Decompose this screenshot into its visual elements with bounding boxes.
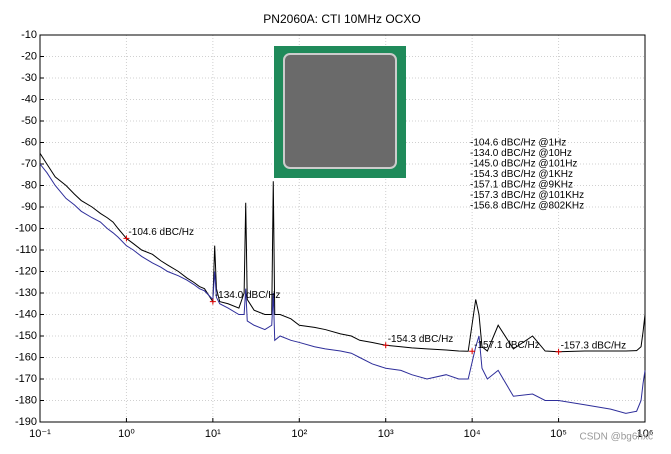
y-tick-label: -70 <box>21 158 37 170</box>
annotation: -154.3 dBC/Hz <box>388 334 454 345</box>
summary-line: -145.0 dBC/Hz @101Hz <box>470 159 577 170</box>
y-tick-label: -60 <box>21 136 37 148</box>
y-tick-label: -190 <box>15 416 37 428</box>
y-tick-label: -30 <box>21 72 37 84</box>
marker <box>469 348 476 355</box>
y-tick-label: -50 <box>21 115 37 127</box>
marker <box>382 342 389 349</box>
series-line <box>39 152 646 353</box>
annotation: -157.3 dBC/Hz <box>561 340 627 351</box>
y-tick-label: -160 <box>15 351 37 363</box>
y-tick-label: -130 <box>15 287 37 299</box>
y-tick-label: -140 <box>15 308 37 320</box>
photo-crystal <box>283 53 397 169</box>
x-tick-label: 10³ <box>378 428 394 440</box>
summary-line: -104.6 dBC/Hz @1Hz <box>470 138 566 149</box>
y-tick-label: -80 <box>21 179 37 191</box>
y-tick-label: -180 <box>15 394 37 406</box>
x-tick-label: 10⁻¹ <box>29 428 51 440</box>
y-tick-label: -120 <box>15 265 37 277</box>
watermark: CSDN @bg6hxc <box>579 432 653 443</box>
x-tick-label: 10⁶ <box>637 428 654 440</box>
y-tick-label: -20 <box>21 50 37 62</box>
marker <box>555 348 562 355</box>
axes-box <box>39 34 646 423</box>
x-tick-label: 10² <box>291 428 307 440</box>
y-tick-label: -10 <box>21 29 37 41</box>
marker <box>209 298 216 305</box>
summary-line: -157.1 dBC/Hz @9KHz <box>470 180 573 191</box>
x-tick-label: 10¹ <box>205 428 221 440</box>
summary-line: -157.3 dBC/Hz @101KHz <box>470 190 584 201</box>
y-tick-label: -170 <box>15 373 37 385</box>
summary-line: -156.8 dBC/Hz @802KHz <box>470 201 584 212</box>
x-tick-label: 10⁵ <box>550 428 567 440</box>
x-tick-label: 10⁰ <box>118 428 135 440</box>
series-line <box>39 163 646 414</box>
y-tick-label: -110 <box>16 244 37 256</box>
summary-line: -134.0 dBC/Hz @10Hz <box>470 148 572 159</box>
chart-title: PN2060A: CTI 10MHz OCXO <box>263 12 420 26</box>
y-tick-label: -40 <box>21 93 37 105</box>
summary-line: -154.3 dBC/Hz @1KHz <box>470 169 573 180</box>
x-tick-label: 10⁴ <box>464 428 481 440</box>
annotation: -157.1 dBC/Hz <box>474 340 540 351</box>
marker <box>123 235 130 242</box>
y-tick-label: -90 <box>21 201 37 213</box>
annotation: -104.6 dBC/Hz <box>128 227 194 238</box>
annotation: -134.0 dBC/Hz <box>215 290 281 301</box>
y-tick-label: -100 <box>15 222 37 234</box>
y-tick-label: -150 <box>15 330 37 342</box>
